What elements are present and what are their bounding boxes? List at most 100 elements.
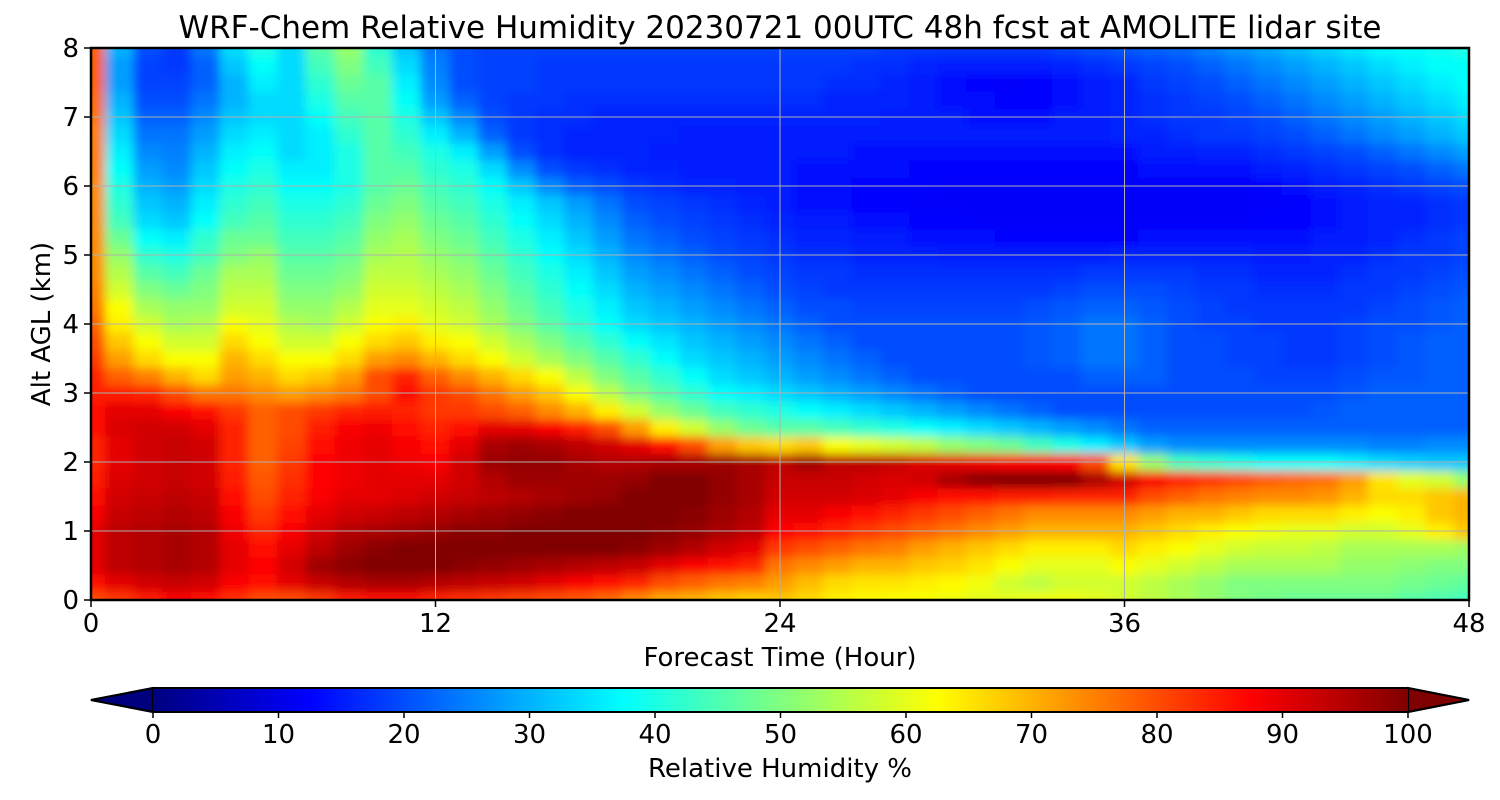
heatmap-cell <box>478 90 508 109</box>
heatmap-cell <box>937 90 968 109</box>
heatmap-cell <box>908 211 939 230</box>
heatmap-cell <box>994 366 1025 385</box>
heatmap-cell <box>908 194 939 213</box>
heatmap-cell <box>707 590 738 600</box>
heatmap-cell <box>592 194 623 213</box>
heatmap-cell <box>535 539 566 558</box>
heatmap-cell <box>219 332 250 351</box>
heatmap-cell <box>1023 366 1054 385</box>
heatmap-cell <box>104 470 135 489</box>
heatmap-cell <box>1253 228 1283 247</box>
heatmap-cell <box>104 332 135 351</box>
heatmap-cell <box>1368 297 1398 316</box>
heatmap-cell <box>1281 573 1312 592</box>
heatmap-cell <box>1167 556 1197 575</box>
heatmap-cell <box>879 280 910 299</box>
heatmap-cell <box>449 48 480 58</box>
heatmap-cell <box>219 366 250 385</box>
heatmap-cell <box>564 504 594 523</box>
heatmap-cell <box>793 297 824 316</box>
heatmap-cell <box>1023 73 1054 92</box>
heatmap-cell <box>133 435 164 454</box>
heatmap-cell <box>994 280 1025 299</box>
heatmap-cell <box>104 56 135 75</box>
heatmap-cell <box>736 401 767 420</box>
heatmap-cell <box>190 470 221 489</box>
heatmap-cell <box>334 401 365 420</box>
heatmap-cell <box>162 297 192 316</box>
heatmap-cell <box>564 159 594 178</box>
heatmap-cell <box>334 73 365 92</box>
heatmap-cell <box>305 280 336 299</box>
heatmap-cell <box>679 263 709 282</box>
heatmap-cell <box>1425 332 1456 351</box>
heatmap-cell <box>879 332 910 351</box>
heatmap-cell <box>994 263 1025 282</box>
heatmap-cell <box>564 590 594 600</box>
heatmap-cell <box>1396 90 1427 109</box>
heatmap-cell <box>1310 142 1341 161</box>
heatmap-cell <box>391 539 422 558</box>
heatmap-cell <box>650 504 681 523</box>
heatmap-cell <box>91 590 106 600</box>
colorbar-extend-low <box>90 686 154 714</box>
heatmap-cell <box>736 504 767 523</box>
heatmap-cell <box>908 90 939 109</box>
heatmap-cell <box>133 142 164 161</box>
heatmap-cell <box>793 401 824 420</box>
heatmap-cell <box>679 487 709 506</box>
heatmap-cell <box>449 556 480 575</box>
heatmap-cell <box>793 332 824 351</box>
heatmap-cell <box>937 48 968 58</box>
heatmap-cell <box>650 56 681 75</box>
heatmap-cell <box>650 228 681 247</box>
heatmap-cell <box>133 263 164 282</box>
heatmap-cell <box>966 159 996 178</box>
heatmap-cell <box>162 125 192 144</box>
heatmap-cell <box>879 401 910 420</box>
heatmap-cell <box>1224 90 1255 109</box>
heatmap-cell <box>650 349 681 368</box>
heatmap-cell <box>248 194 279 213</box>
heatmap-cell <box>305 539 336 558</box>
heatmap-cell <box>879 349 910 368</box>
heatmap-cell <box>449 125 480 144</box>
heatmap-cell <box>822 90 853 109</box>
heatmap-cell <box>1080 349 1111 368</box>
heatmap-cell <box>1224 73 1255 92</box>
colorbar-tick-label: 100 <box>1383 720 1433 750</box>
heatmap-cell <box>707 487 738 506</box>
colorbar-tick-label: 0 <box>145 720 162 750</box>
heatmap-cell <box>190 573 221 592</box>
heatmap-cell <box>1396 56 1427 75</box>
heatmap-cell <box>736 435 767 454</box>
heatmap-cell <box>104 194 135 213</box>
heatmap-cell <box>1425 228 1456 247</box>
heatmap-cell <box>1138 435 1169 454</box>
heatmap-cell <box>592 280 623 299</box>
heatmap-cell <box>679 297 709 316</box>
heatmap-cell <box>478 159 508 178</box>
heatmap-cell <box>190 349 221 368</box>
x-tick-label: 12 <box>419 609 452 639</box>
heatmap-cell <box>334 470 365 489</box>
heatmap-cell <box>1224 56 1255 75</box>
heatmap-cell <box>162 366 192 385</box>
heatmap-cell <box>1052 142 1082 161</box>
heatmap-cell <box>1138 401 1169 420</box>
heatmap-cell <box>363 48 393 58</box>
heatmap-cell <box>1195 539 1226 558</box>
heatmap-cell <box>133 556 164 575</box>
heatmap-cell <box>1281 470 1312 489</box>
heatmap-cell <box>1425 573 1456 592</box>
heatmap-cell <box>1253 349 1283 368</box>
heatmap-cell <box>1052 590 1082 600</box>
heatmap-cell <box>1253 504 1283 523</box>
heatmap-cell <box>679 73 709 92</box>
heatmap-cell <box>1138 263 1169 282</box>
heatmap-cell <box>104 556 135 575</box>
heatmap-cell <box>391 194 422 213</box>
heatmap-cell <box>1167 504 1197 523</box>
heatmap-cell <box>793 159 824 178</box>
heatmap-cell <box>277 435 307 454</box>
